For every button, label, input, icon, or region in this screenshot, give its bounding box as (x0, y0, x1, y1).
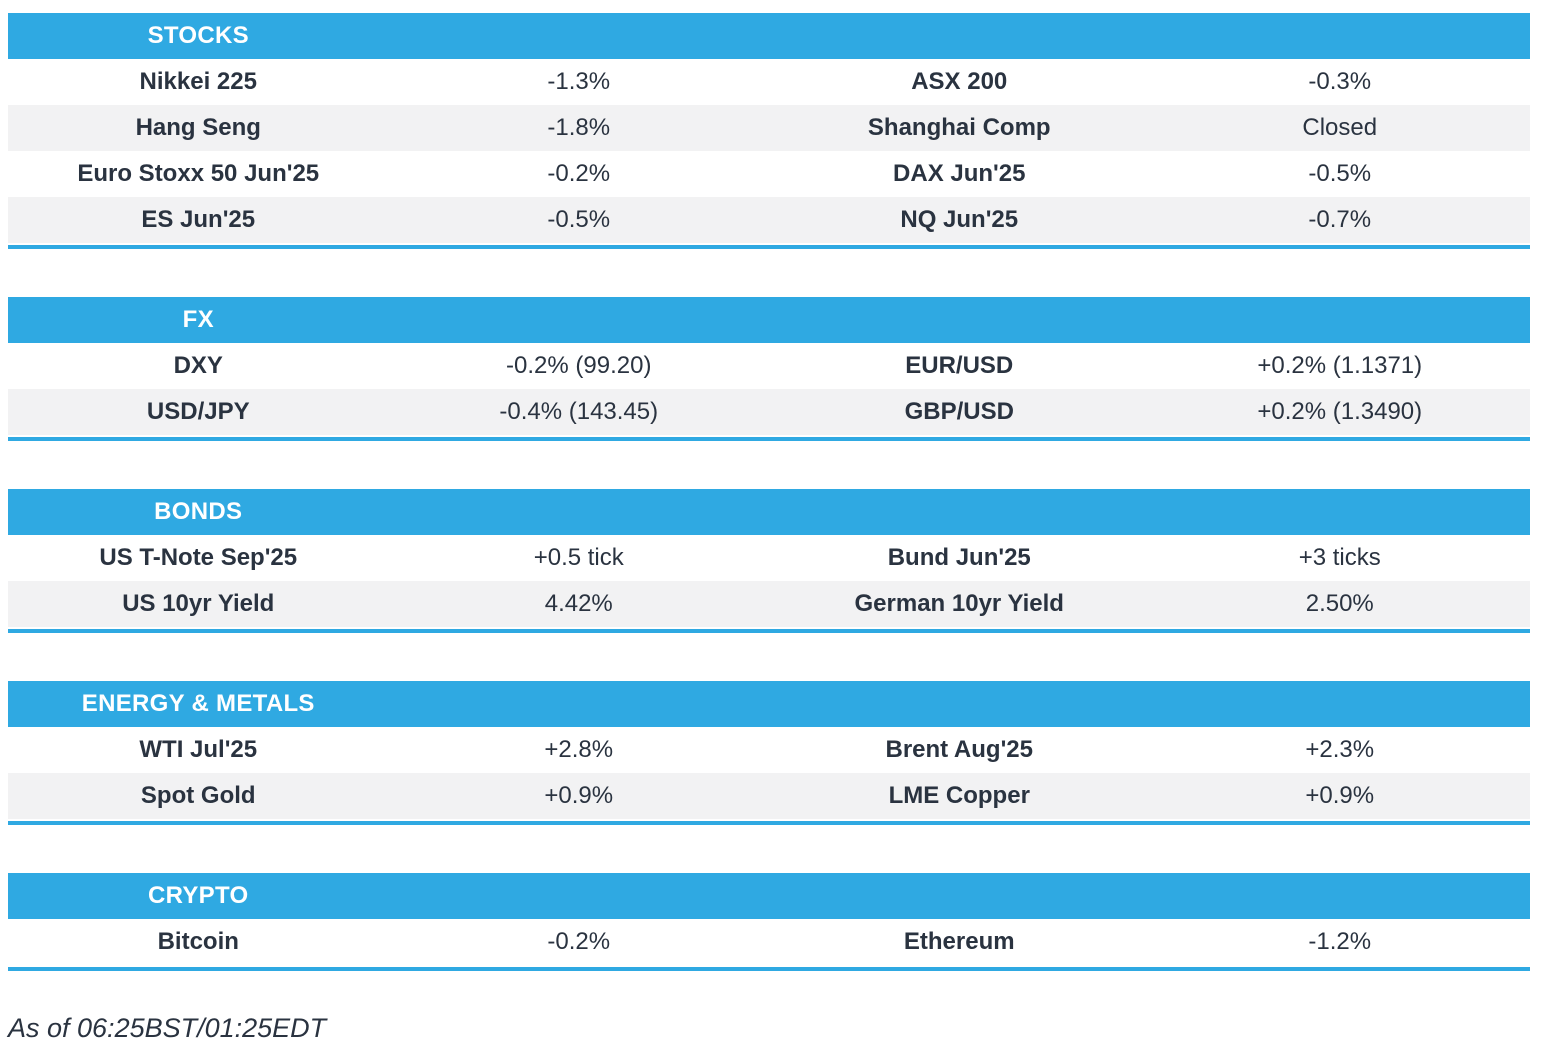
instrument-value: 4.42% (544, 590, 613, 617)
section-title: FX (182, 306, 214, 333)
instrument-value: -1.3% (547, 68, 611, 95)
table-row: DXY -0.2% (99.20) EUR/USD +0.2% (1.1371) (8, 343, 1530, 389)
instrument-label: Hang Seng (135, 114, 261, 141)
instrument-value: +0.2% (1.3490) (1257, 398, 1423, 425)
instrument-value: -1.8% (547, 114, 611, 141)
instrument-label: EUR/USD (905, 352, 1014, 379)
section-crypto: CRYPTO Bitcoin -0.2% Ethereum -1.2% (8, 873, 1530, 971)
section-title: STOCKS (147, 22, 249, 49)
section-title: CRYPTO (148, 882, 249, 909)
table-row: Hang Seng -1.8% Shanghai Comp Closed (8, 105, 1530, 151)
instrument-label: ES Jun'25 (141, 206, 256, 233)
table-row: Spot Gold +0.9% LME Copper +0.9% (8, 773, 1530, 819)
table-row: USD/JPY -0.4% (143.45) GBP/USD +0.2% (1.… (8, 389, 1530, 435)
instrument-label: German 10yr Yield (854, 590, 1064, 617)
instrument-value: -1.2% (1308, 928, 1372, 955)
instrument-value: -0.4% (143.45) (499, 398, 659, 425)
instrument-label: ASX 200 (911, 68, 1008, 95)
section-header-energy-metals: ENERGY & METALS (8, 681, 1530, 727)
section-header-stocks: STOCKS (8, 13, 1530, 59)
instrument-label: Shanghai Comp (867, 114, 1051, 141)
instrument-label: Brent Aug'25 (885, 736, 1033, 763)
instrument-label: LME Copper (888, 782, 1030, 809)
instrument-label: Bund Jun'25 (887, 544, 1031, 571)
instrument-value: -0.7% (1308, 206, 1372, 233)
table-row: WTI Jul'25 +2.8% Brent Aug'25 +2.3% (8, 727, 1530, 773)
instrument-value: +0.5 tick (533, 544, 624, 571)
instrument-label: GBP/USD (904, 398, 1014, 425)
table-row: Bitcoin -0.2% Ethereum -1.2% (8, 919, 1530, 965)
instrument-label: WTI Jul'25 (139, 736, 258, 763)
instrument-value: +3 ticks (1298, 544, 1381, 571)
instrument-value: Closed (1302, 114, 1378, 141)
section-fx: FX DXY -0.2% (99.20) EUR/USD +0.2% (1.13… (8, 297, 1530, 441)
instrument-label: Ethereum (903, 928, 1015, 955)
instrument-value: +2.8% (544, 736, 614, 763)
instrument-label: DAX Jun'25 (893, 160, 1026, 187)
instrument-value: -0.2% (547, 160, 611, 187)
instrument-value: 2.50% (1305, 590, 1374, 617)
as-of-timestamp: As of 06:25BST/01:25EDT (8, 1013, 327, 1043)
section-header-fx: FX (8, 297, 1530, 343)
instrument-value: -0.2% (547, 928, 611, 955)
section-title: BONDS (154, 498, 243, 525)
instrument-value: +0.2% (1.1371) (1257, 352, 1423, 379)
instrument-label: Spot Gold (140, 782, 256, 809)
section-stocks: STOCKS Nikkei 225 -1.3% ASX 200 -0.3% Ha… (8, 13, 1530, 249)
table-row: US 10yr Yield 4.42% German 10yr Yield 2.… (8, 581, 1530, 627)
instrument-value: +0.9% (544, 782, 614, 809)
instrument-label: USD/JPY (146, 398, 250, 425)
instrument-value: -0.3% (1308, 68, 1372, 95)
table-row: US T-Note Sep'25 +0.5 tick Bund Jun'25 +… (8, 535, 1530, 581)
section-header-bonds: BONDS (8, 489, 1530, 535)
instrument-label: US 10yr Yield (122, 590, 275, 617)
section-header-crypto: CRYPTO (8, 873, 1530, 919)
instrument-label: Nikkei 225 (139, 68, 257, 95)
instrument-label: Euro Stoxx 50 Jun'25 (77, 160, 320, 187)
instrument-label: US T-Note Sep'25 (99, 544, 298, 571)
instrument-label: DXY (173, 352, 223, 379)
section-bonds: BONDS US T-Note Sep'25 +0.5 tick Bund Ju… (8, 489, 1530, 633)
table-row: Nikkei 225 -1.3% ASX 200 -0.3% (8, 59, 1530, 105)
section-title: ENERGY & METALS (81, 690, 315, 717)
instrument-label: Bitcoin (157, 928, 239, 955)
instrument-value: -0.2% (99.20) (506, 352, 652, 379)
instrument-value: +0.9% (1305, 782, 1375, 809)
instrument-value: +2.3% (1305, 736, 1375, 763)
section-energy-metals: ENERGY & METALS WTI Jul'25 +2.8% Brent A… (8, 681, 1530, 825)
instrument-value: -0.5% (547, 206, 611, 233)
table-row: Euro Stoxx 50 Jun'25 -0.2% DAX Jun'25 -0… (8, 151, 1530, 197)
market-summary-tables: STOCKS Nikkei 225 -1.3% ASX 200 -0.3% Ha… (8, 0, 1530, 971)
instrument-label: NQ Jun'25 (900, 206, 1019, 233)
table-row: ES Jun'25 -0.5% NQ Jun'25 -0.7% (8, 197, 1530, 243)
instrument-value: -0.5% (1308, 160, 1372, 187)
